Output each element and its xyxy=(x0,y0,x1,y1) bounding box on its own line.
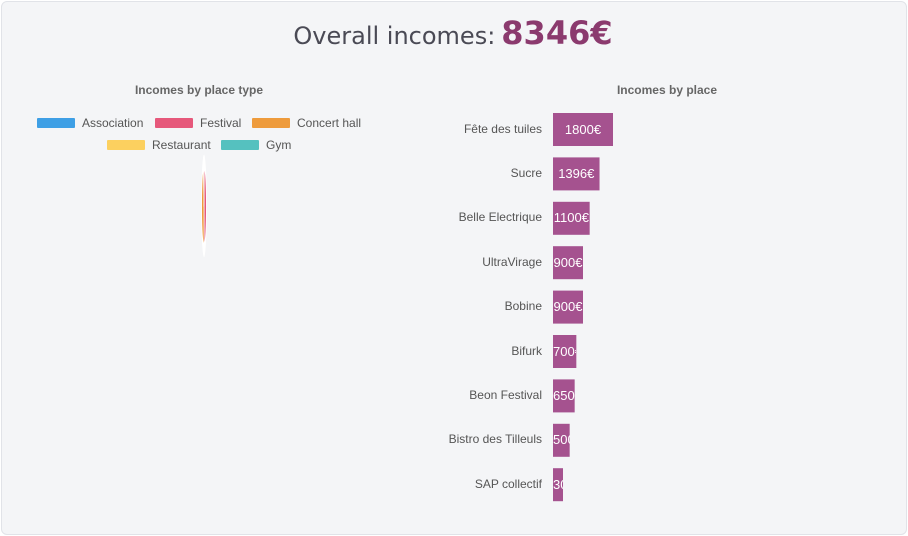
pie-slice[interactable] xyxy=(203,154,207,258)
bar[interactable] xyxy=(553,246,583,280)
overall-incomes-headline: Overall incomes: 8346€ xyxy=(0,14,906,52)
pie-chart-title: Incomes by place type xyxy=(134,83,264,97)
bar-category-label: Bobine xyxy=(504,299,542,314)
legend-label: Concert hall xyxy=(297,116,362,130)
overall-incomes-amount: 8346€ xyxy=(501,14,613,52)
legend-item[interactable]: Gym xyxy=(221,138,291,152)
legend-item[interactable]: Association xyxy=(37,116,143,130)
bar[interactable] xyxy=(553,423,570,457)
bar-category-label: Bifurk xyxy=(511,343,542,358)
bar-value-label: 1100€ xyxy=(553,210,589,226)
bar-value-label: 900€ xyxy=(553,254,583,270)
legend-swatch xyxy=(107,140,145,150)
bar-value-label: 900€ xyxy=(553,299,583,315)
overall-incomes-label: Overall incomes: xyxy=(293,22,496,50)
bar-value-label: 1396€ xyxy=(558,165,595,181)
bar[interactable] xyxy=(553,113,613,146)
bar-category-label: Beon Festival xyxy=(469,387,542,402)
legend-swatch xyxy=(221,140,259,150)
bar-category-label: Fête des tuiles xyxy=(463,121,542,136)
legend-swatch xyxy=(155,118,193,128)
bar-category-label: SAP collectif xyxy=(474,476,542,491)
legend-label: Restaurant xyxy=(152,138,211,152)
bar[interactable] xyxy=(553,335,577,368)
bar-category-label: Sucre xyxy=(510,165,542,180)
bar[interactable] xyxy=(553,379,575,413)
bar-value-label: 500€ xyxy=(553,432,570,448)
bar-value-label: 700€ xyxy=(553,343,576,359)
bar[interactable] xyxy=(553,468,563,502)
bar-value-label: 650€ xyxy=(553,387,575,403)
bar[interactable] xyxy=(553,157,600,191)
legend-swatch xyxy=(37,118,75,128)
legend-label: Gym xyxy=(266,138,292,152)
legend-item[interactable]: Festival xyxy=(155,116,241,130)
legend-item[interactable]: Concert hall xyxy=(252,116,361,130)
pie-slices xyxy=(201,154,207,258)
bar-value-label: 1800€ xyxy=(564,121,602,137)
legend-label: Festival xyxy=(200,116,242,130)
bar[interactable] xyxy=(553,201,590,235)
legend-item[interactable]: Restaurant xyxy=(107,138,211,152)
bar-chart-title: Incomes by place xyxy=(616,83,718,97)
bar[interactable] xyxy=(553,290,583,324)
legend-label: Association xyxy=(82,116,144,130)
bar-category-label: Belle Electrique xyxy=(458,210,542,225)
bar-value-label: 300€ xyxy=(553,476,563,492)
bar-category-label: UltraVirage xyxy=(482,254,542,269)
bar-category-label: Bistro des Tilleuls xyxy=(448,432,542,447)
legend-swatch xyxy=(252,118,290,128)
